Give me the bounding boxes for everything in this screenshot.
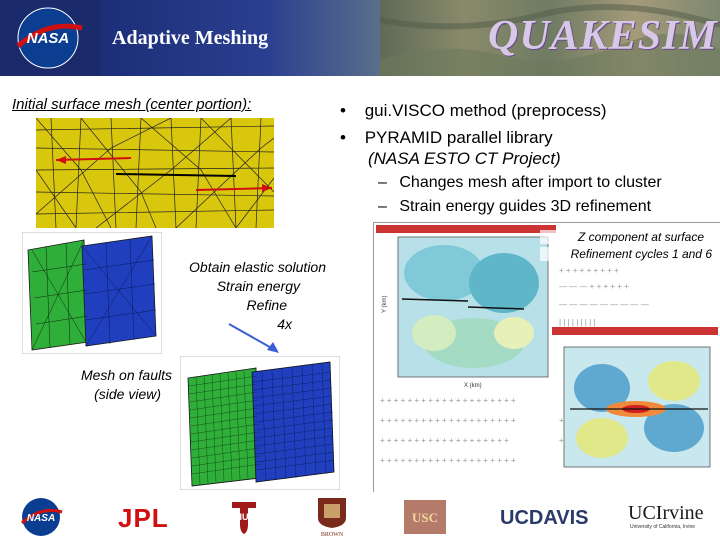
subbullet-1-text: Changes mesh after import to cluster [399,174,662,191]
contour-plots: Y (km) X (km) + + + + + + + + + — — — + … [373,222,720,494]
svg-text:+ + + + + + + + + + + + + + +: + + + + + + + + + + + + + + + + + + + + [380,456,516,465]
ucirvine-logo: UCIrvine [628,502,704,524]
plot-caption-line1: Z component at surface [540,230,704,244]
subbullet-2: – Strain energy guides 3D refinement [378,198,651,216]
bullet-2: • PYRAMID parallel library [340,127,553,148]
svg-text:— — — + + + + + +: — — — + + + + + + [559,282,629,291]
step-refine: Refine [246,297,287,313]
x-axis-label: X (km) [464,383,482,389]
bullet-2-text: PYRAMID parallel library [364,128,553,147]
slide-title: Adaptive Meshing [112,27,269,49]
subbullet-2-text: Strain energy guides 3D refinement [399,198,652,215]
bullet-1-text: gui.VISCO method (preprocess) [364,101,607,120]
svg-text:| | | | | | | | |: | | | | | | | | | [559,318,595,327]
subbullet-1: – Changes mesh after import to cluster [378,174,662,192]
bullet-dot: • [340,101,346,120]
title-band [100,0,380,76]
quakesim-logo: QUAKESIM [488,13,718,59]
svg-text:IU: IU [240,512,249,522]
bullet-dot: • [340,128,346,147]
contour-plot-cycle-6 [552,327,718,468]
svg-text:NASA: NASA [27,30,70,47]
svg-text:+ + + + + + + + + + + + + + +: + + + + + + + + + + + + + + + + + + + + [380,416,516,425]
svg-text:+ + + + + + + + + + + + + + +: + + + + + + + + + + + + + + + + + + + [380,436,509,445]
iu-logo: IU [228,498,260,538]
brown-logo: BROWN [314,496,350,538]
y-axis-label: Y (km) [382,295,388,313]
dash: – [378,198,387,215]
bullet-2-sub: (NASA ESTO CT Project) [368,149,561,168]
step-strain-energy: Strain energy [216,278,300,294]
svg-text:+ + + + + + + + +: + + + + + + + + + [559,266,619,275]
usc-logo: USC [404,500,446,534]
faults-caption-line2: (side view) [94,386,161,402]
step-obtain-elastic: Obtain elastic solution [189,259,326,275]
refined-fault-mesh-image [179,355,341,491]
ucirvine-subtitle: University of California, Irvine [630,524,696,530]
partner-logos-bar [0,492,720,540]
terrain-image [379,0,720,76]
step-4x: 4x [277,316,292,332]
svg-text:USC: USC [412,510,438,525]
surface-mesh-heading: Initial surface mesh (center portion): [12,96,252,113]
dash: – [378,174,387,191]
coarse-fault-mesh-image [21,231,163,355]
surface-mesh-image [36,118,274,228]
jpl-logo: JPL [118,503,169,533]
nasa-footer-logo: NASA [18,496,64,538]
svg-text:— — — — — — — — —: — — — — — — — — — [559,300,649,309]
svg-text:NASA: NASA [27,513,55,524]
contour-plot-cycle-1: Y (km) X (km) [376,225,556,389]
nasa-logo: NASA [0,0,100,76]
plot-caption-line2: Refinement cycles 1 and 6 [540,247,712,261]
svg-text:+ + + + + + + + + + + + + + +: + + + + + + + + + + + + + + + + + + + + [380,396,516,405]
faults-caption-line1: Mesh on faults [80,367,172,383]
svg-text:BROWN: BROWN [321,532,344,538]
bullet-1: • gui.VISCO method (preprocess) [340,100,607,121]
callout-arrow [228,323,279,353]
ucdavis-logo: UCDAVIS [500,507,589,529]
